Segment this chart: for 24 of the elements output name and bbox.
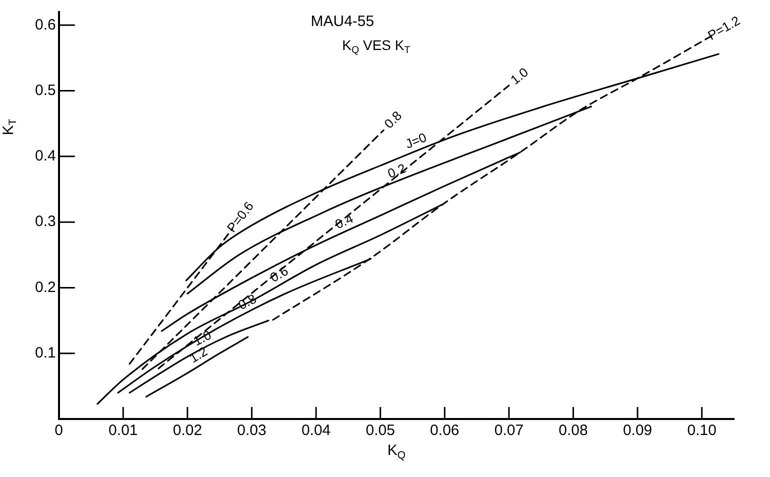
x-tick-label: 0.10 <box>687 422 716 440</box>
x-tick-label: 0.03 <box>237 422 266 440</box>
y-axis-title: KT <box>0 118 20 136</box>
x-tick-label: 0 <box>54 422 64 440</box>
y-tick-label: 0.4 <box>34 148 56 165</box>
x-tick-label: 0.05 <box>366 422 395 440</box>
y-tick-label: 0.2 <box>34 278 56 296</box>
chart-title: MAU4-55 <box>310 13 374 30</box>
y-tick-label: 0.5 <box>34 82 56 99</box>
x-tick-label: 0.08 <box>558 422 588 440</box>
text: 0.8 <box>381 108 405 132</box>
x-tick-label: 0.04 <box>301 422 331 440</box>
y-tick-label: 0.6 <box>34 16 56 34</box>
x-tick-label: 0.09 <box>622 422 652 440</box>
x-tick-label: 0.06 <box>430 422 460 440</box>
line-series <box>128 320 270 394</box>
y-tick-label: 0.1 <box>34 344 56 362</box>
x-tick-label: 0.02 <box>172 422 202 440</box>
x-tick-label: 0.07 <box>494 422 524 440</box>
text: 0.2 <box>385 160 408 182</box>
text: 1.0 <box>508 64 532 88</box>
y-tick-label: 0.3 <box>34 213 56 230</box>
x-tick-label: 0.01 <box>108 422 138 440</box>
text: J=0 <box>403 130 429 152</box>
